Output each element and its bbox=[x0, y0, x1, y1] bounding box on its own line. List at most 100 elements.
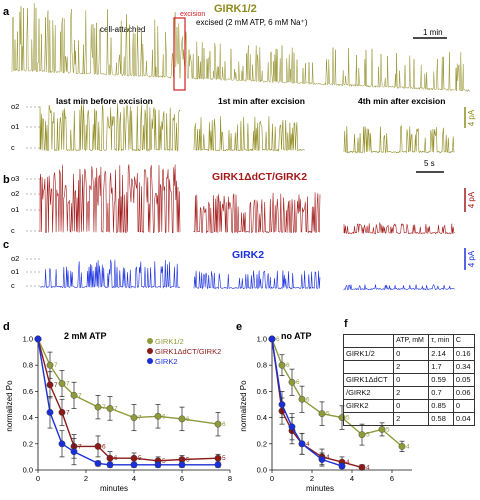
panel-e-ylabel: normalized Po bbox=[239, 380, 248, 432]
table-cell: 2 bbox=[393, 386, 430, 400]
panel-d-letter: d bbox=[3, 321, 10, 333]
table-cell: 0.16 bbox=[452, 347, 476, 361]
panel-a-level-lines bbox=[26, 106, 40, 149]
series-0-point bbox=[278, 361, 286, 369]
table-cell: 0 bbox=[393, 399, 430, 413]
table-cell: 0.05 bbox=[452, 373, 476, 387]
series-0-point bbox=[154, 412, 162, 420]
level-label-o1: o1 bbox=[11, 122, 19, 131]
table-row: GIRK1/2 0 2.14 0.16 bbox=[342, 347, 476, 361]
table-header-cell: τ, min bbox=[428, 334, 454, 348]
legend-marker-dct bbox=[147, 348, 153, 354]
series-0-point bbox=[318, 410, 326, 418]
table-cell: 0.58 bbox=[428, 412, 454, 426]
series-0-point bbox=[288, 378, 296, 386]
x-tick-label: 0 bbox=[36, 474, 40, 483]
y-tick-label: 0.4 bbox=[23, 413, 33, 422]
y-tick-label: 0.6 bbox=[257, 387, 267, 396]
table-cell: 0.06 bbox=[452, 386, 476, 400]
girk2-trace-fourth-min bbox=[343, 283, 455, 291]
x-tick-label: 6 bbox=[180, 474, 184, 483]
panel-c-level-labels: o2 o1 c bbox=[11, 254, 19, 290]
series-0-n-label: 6 bbox=[276, 336, 280, 343]
y-tick-label: 0.6 bbox=[23, 387, 33, 396]
table-cell: GIRK2 bbox=[342, 399, 395, 413]
series-0-n-label: 6 bbox=[162, 413, 166, 420]
series-0-n-label: 6 bbox=[186, 416, 190, 423]
excision-marker bbox=[173, 17, 186, 91]
series-0-n-label: 7 bbox=[66, 381, 70, 388]
panel-d-ylabel: normalized Po bbox=[5, 380, 14, 432]
x-tick-label: 2 bbox=[310, 474, 314, 483]
panel-c-letter: c bbox=[3, 239, 9, 251]
series-0-point bbox=[358, 431, 366, 439]
table-cell: 0 bbox=[393, 373, 430, 387]
series-0-n-label: 7 bbox=[54, 362, 58, 369]
series-1-point bbox=[106, 454, 114, 462]
excised-condition-label: excised (2 mM ATP, 6 mM Na⁺) bbox=[196, 18, 308, 27]
level-label-o2: o2 bbox=[11, 254, 19, 263]
table-cell: 0.85 bbox=[428, 399, 454, 413]
current-scale-label-a: 4 pA bbox=[467, 109, 476, 126]
panel-b-letter: b bbox=[3, 174, 10, 186]
series-0-n-label: 6 bbox=[222, 421, 226, 428]
series-0-fit-line bbox=[37, 338, 219, 425]
series-2-point bbox=[154, 461, 162, 469]
table-cell: 0.34 bbox=[452, 360, 476, 374]
series-0-point bbox=[94, 403, 102, 411]
series-1-fit-line bbox=[37, 338, 219, 462]
series-2-point bbox=[338, 462, 346, 470]
table-header-row: ATP, mM τ, min C bbox=[342, 334, 476, 348]
table-header-cell bbox=[342, 334, 395, 348]
y-tick-label: 1.0 bbox=[23, 335, 33, 344]
series-0-n-label: 7 bbox=[78, 392, 82, 399]
series-0-n-label: 6 bbox=[296, 379, 300, 386]
series-0-n-label: 5 bbox=[386, 426, 390, 433]
series-0-n-label: 6 bbox=[306, 396, 310, 403]
legend-marker-girk12 bbox=[147, 338, 153, 344]
series-0-point bbox=[70, 391, 78, 399]
panel-d-legend: GIRK1/2 GIRK1ΔdCT/GIRK2 GIRK2 bbox=[147, 337, 221, 366]
panel-e-title: no ATP bbox=[281, 331, 312, 341]
subtitle-fourth-min: 4th min after excision bbox=[358, 96, 445, 106]
current-scale-label-b: 4 pA bbox=[467, 191, 476, 208]
series-1-point bbox=[94, 443, 102, 450]
y-tick-label: 0.2 bbox=[23, 439, 33, 448]
series-2-point bbox=[278, 401, 286, 408]
x-tick-label: 4 bbox=[132, 474, 136, 483]
y-tick-label: 0.4 bbox=[257, 413, 267, 422]
table-cell bbox=[342, 360, 395, 374]
time-scale-label-2: 5 s bbox=[424, 159, 435, 168]
x-tick-label: 4 bbox=[350, 474, 354, 483]
panel-a-title: GIRK1/2 bbox=[214, 3, 257, 15]
y-tick-label: 0.0 bbox=[257, 466, 267, 475]
table-cell: 2 bbox=[393, 412, 430, 426]
table-cell: GIRK1/2 bbox=[342, 347, 395, 361]
series-1-n-label: 6 bbox=[114, 455, 118, 462]
series-0-point bbox=[106, 405, 114, 412]
panel-b-level-labels: o3 o2 o1 c bbox=[11, 174, 19, 235]
y-tick-label: 1.0 bbox=[257, 335, 267, 344]
table-cell: 0 bbox=[393, 347, 430, 361]
girk2-trace-first-min bbox=[193, 270, 321, 290]
x-tick-label: 8 bbox=[228, 474, 232, 483]
panel-d-title: 2 mM ATP bbox=[64, 331, 107, 341]
excision-label: excision bbox=[180, 11, 205, 18]
series-1-n-label: 6 bbox=[102, 443, 106, 450]
table-row: GIRK1ΔdCT 0 0.59 0.05 bbox=[342, 373, 476, 387]
x-tick-label: 0 bbox=[270, 474, 274, 483]
level-label-c: c bbox=[11, 281, 15, 290]
table-row: 2 1.7 0.34 bbox=[342, 360, 476, 374]
dct-trace-fourth-min bbox=[343, 221, 455, 235]
level-label-o1: o1 bbox=[11, 267, 19, 276]
panel-c-title: GIRK2 bbox=[232, 249, 264, 261]
y-tick-label: 0.0 bbox=[23, 466, 33, 475]
legend-girk2: GIRK2 bbox=[155, 357, 178, 366]
panel-b-level-lines bbox=[26, 178, 40, 232]
y-tick-label: 0.2 bbox=[257, 439, 267, 448]
series-2-point bbox=[298, 440, 306, 448]
series-1-n-label: 5 bbox=[222, 455, 226, 462]
legend-marker-girk2 bbox=[147, 358, 153, 364]
